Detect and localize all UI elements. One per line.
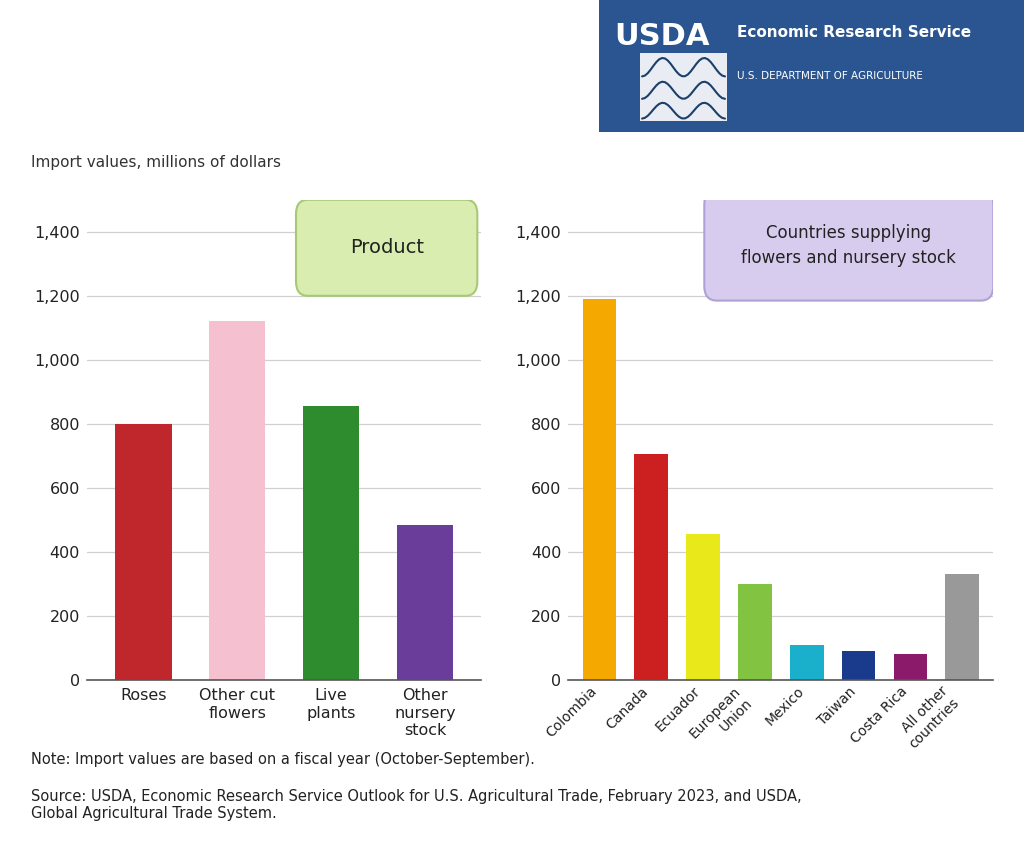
Text: Countries supplying
flowers and nursery stock: Countries supplying flowers and nursery … bbox=[741, 224, 956, 267]
Bar bbox=[397, 524, 453, 680]
Text: USDA: USDA bbox=[614, 22, 710, 51]
Text: Source: USDA, Economic Research Service Outlook for U.S. Agricultural Trade, Feb: Source: USDA, Economic Research Service … bbox=[31, 789, 802, 821]
Text: U.S. import values of cut flowers and nursery
stock by group and country of orig: U.S. import values of cut flowers and nu… bbox=[15, 27, 586, 73]
Text: Product: Product bbox=[349, 238, 424, 258]
FancyBboxPatch shape bbox=[640, 53, 727, 122]
Bar bbox=[686, 535, 720, 680]
Bar bbox=[635, 454, 668, 680]
FancyBboxPatch shape bbox=[599, 0, 1024, 132]
FancyBboxPatch shape bbox=[296, 200, 477, 296]
Bar bbox=[842, 651, 876, 680]
Text: Import values, millions of dollars: Import values, millions of dollars bbox=[31, 155, 281, 170]
FancyBboxPatch shape bbox=[705, 190, 993, 301]
Bar bbox=[894, 654, 927, 680]
Text: Note: Import values are based on a fiscal year (October-September).: Note: Import values are based on a fisca… bbox=[31, 752, 535, 768]
Bar bbox=[209, 321, 265, 680]
Bar bbox=[790, 645, 823, 680]
Bar bbox=[738, 584, 772, 680]
Text: U.S. DEPARTMENT OF AGRICULTURE: U.S. DEPARTMENT OF AGRICULTURE bbox=[737, 71, 924, 82]
Bar bbox=[583, 299, 616, 680]
Bar bbox=[945, 575, 979, 680]
Bar bbox=[116, 424, 172, 680]
Bar bbox=[303, 406, 359, 680]
Text: Economic Research Service: Economic Research Service bbox=[737, 26, 972, 41]
